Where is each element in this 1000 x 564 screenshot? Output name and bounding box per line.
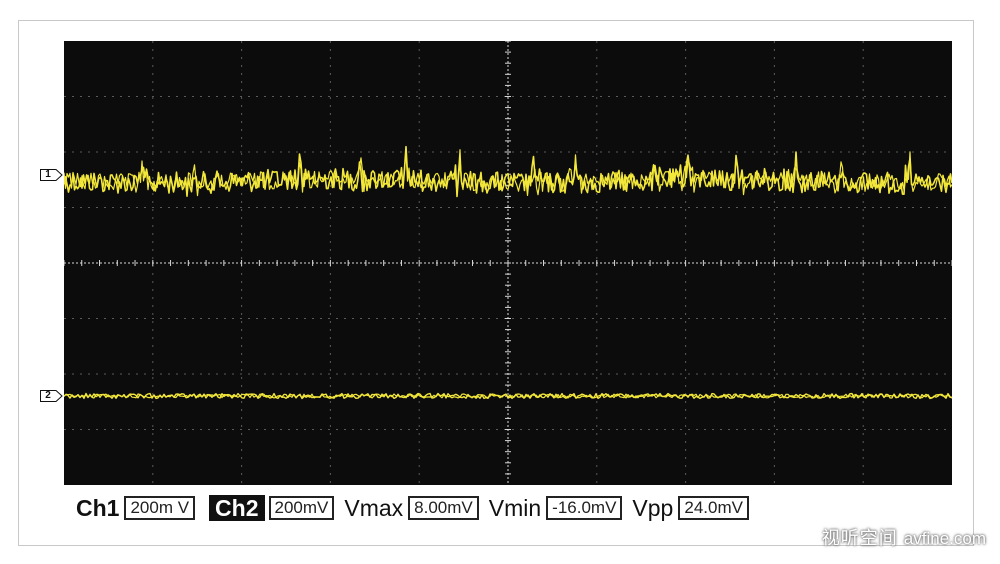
channel-2-marker: 2: [40, 390, 66, 402]
channel-2-marker-shape: [40, 390, 63, 402]
channel-1-trace-noise: [64, 149, 952, 197]
grid-lines: [64, 41, 952, 485]
oscilloscope-screen: [64, 41, 952, 485]
vmax-label: Vmax: [344, 495, 404, 521]
vmin-label: Vmin: [488, 495, 542, 521]
vmin-value: -16.0mV: [546, 496, 623, 520]
watermark-site: avfine.com: [903, 529, 986, 548]
ch2-label: Ch2: [209, 495, 265, 521]
ch1-label: Ch1: [76, 495, 120, 521]
ch1-scale-value: 200m V: [124, 496, 196, 520]
scope-graticule: [64, 41, 952, 485]
ch2-scale-value: 200mV: [268, 496, 335, 520]
vmax-value: 8.00mV: [408, 496, 479, 520]
channel-1-marker-shape: [40, 169, 63, 181]
channel-2-marker-label: 2: [45, 390, 51, 401]
center-axes: [64, 41, 952, 485]
vpp-value: 24.0mV: [678, 496, 749, 520]
channel-2-trace-noise: [64, 393, 952, 399]
vpp-label: Vpp: [632, 495, 674, 521]
measurement-readout: Ch1 200m V Ch2 200mV Vmax 8.00mV Vmin -1…: [64, 494, 964, 522]
channel-1-marker-label: 1: [45, 169, 51, 180]
watermark: 视听空间 avfine.com: [822, 526, 986, 551]
channel-1-marker: 1: [40, 169, 66, 181]
watermark-text: 视听空间: [821, 528, 898, 548]
